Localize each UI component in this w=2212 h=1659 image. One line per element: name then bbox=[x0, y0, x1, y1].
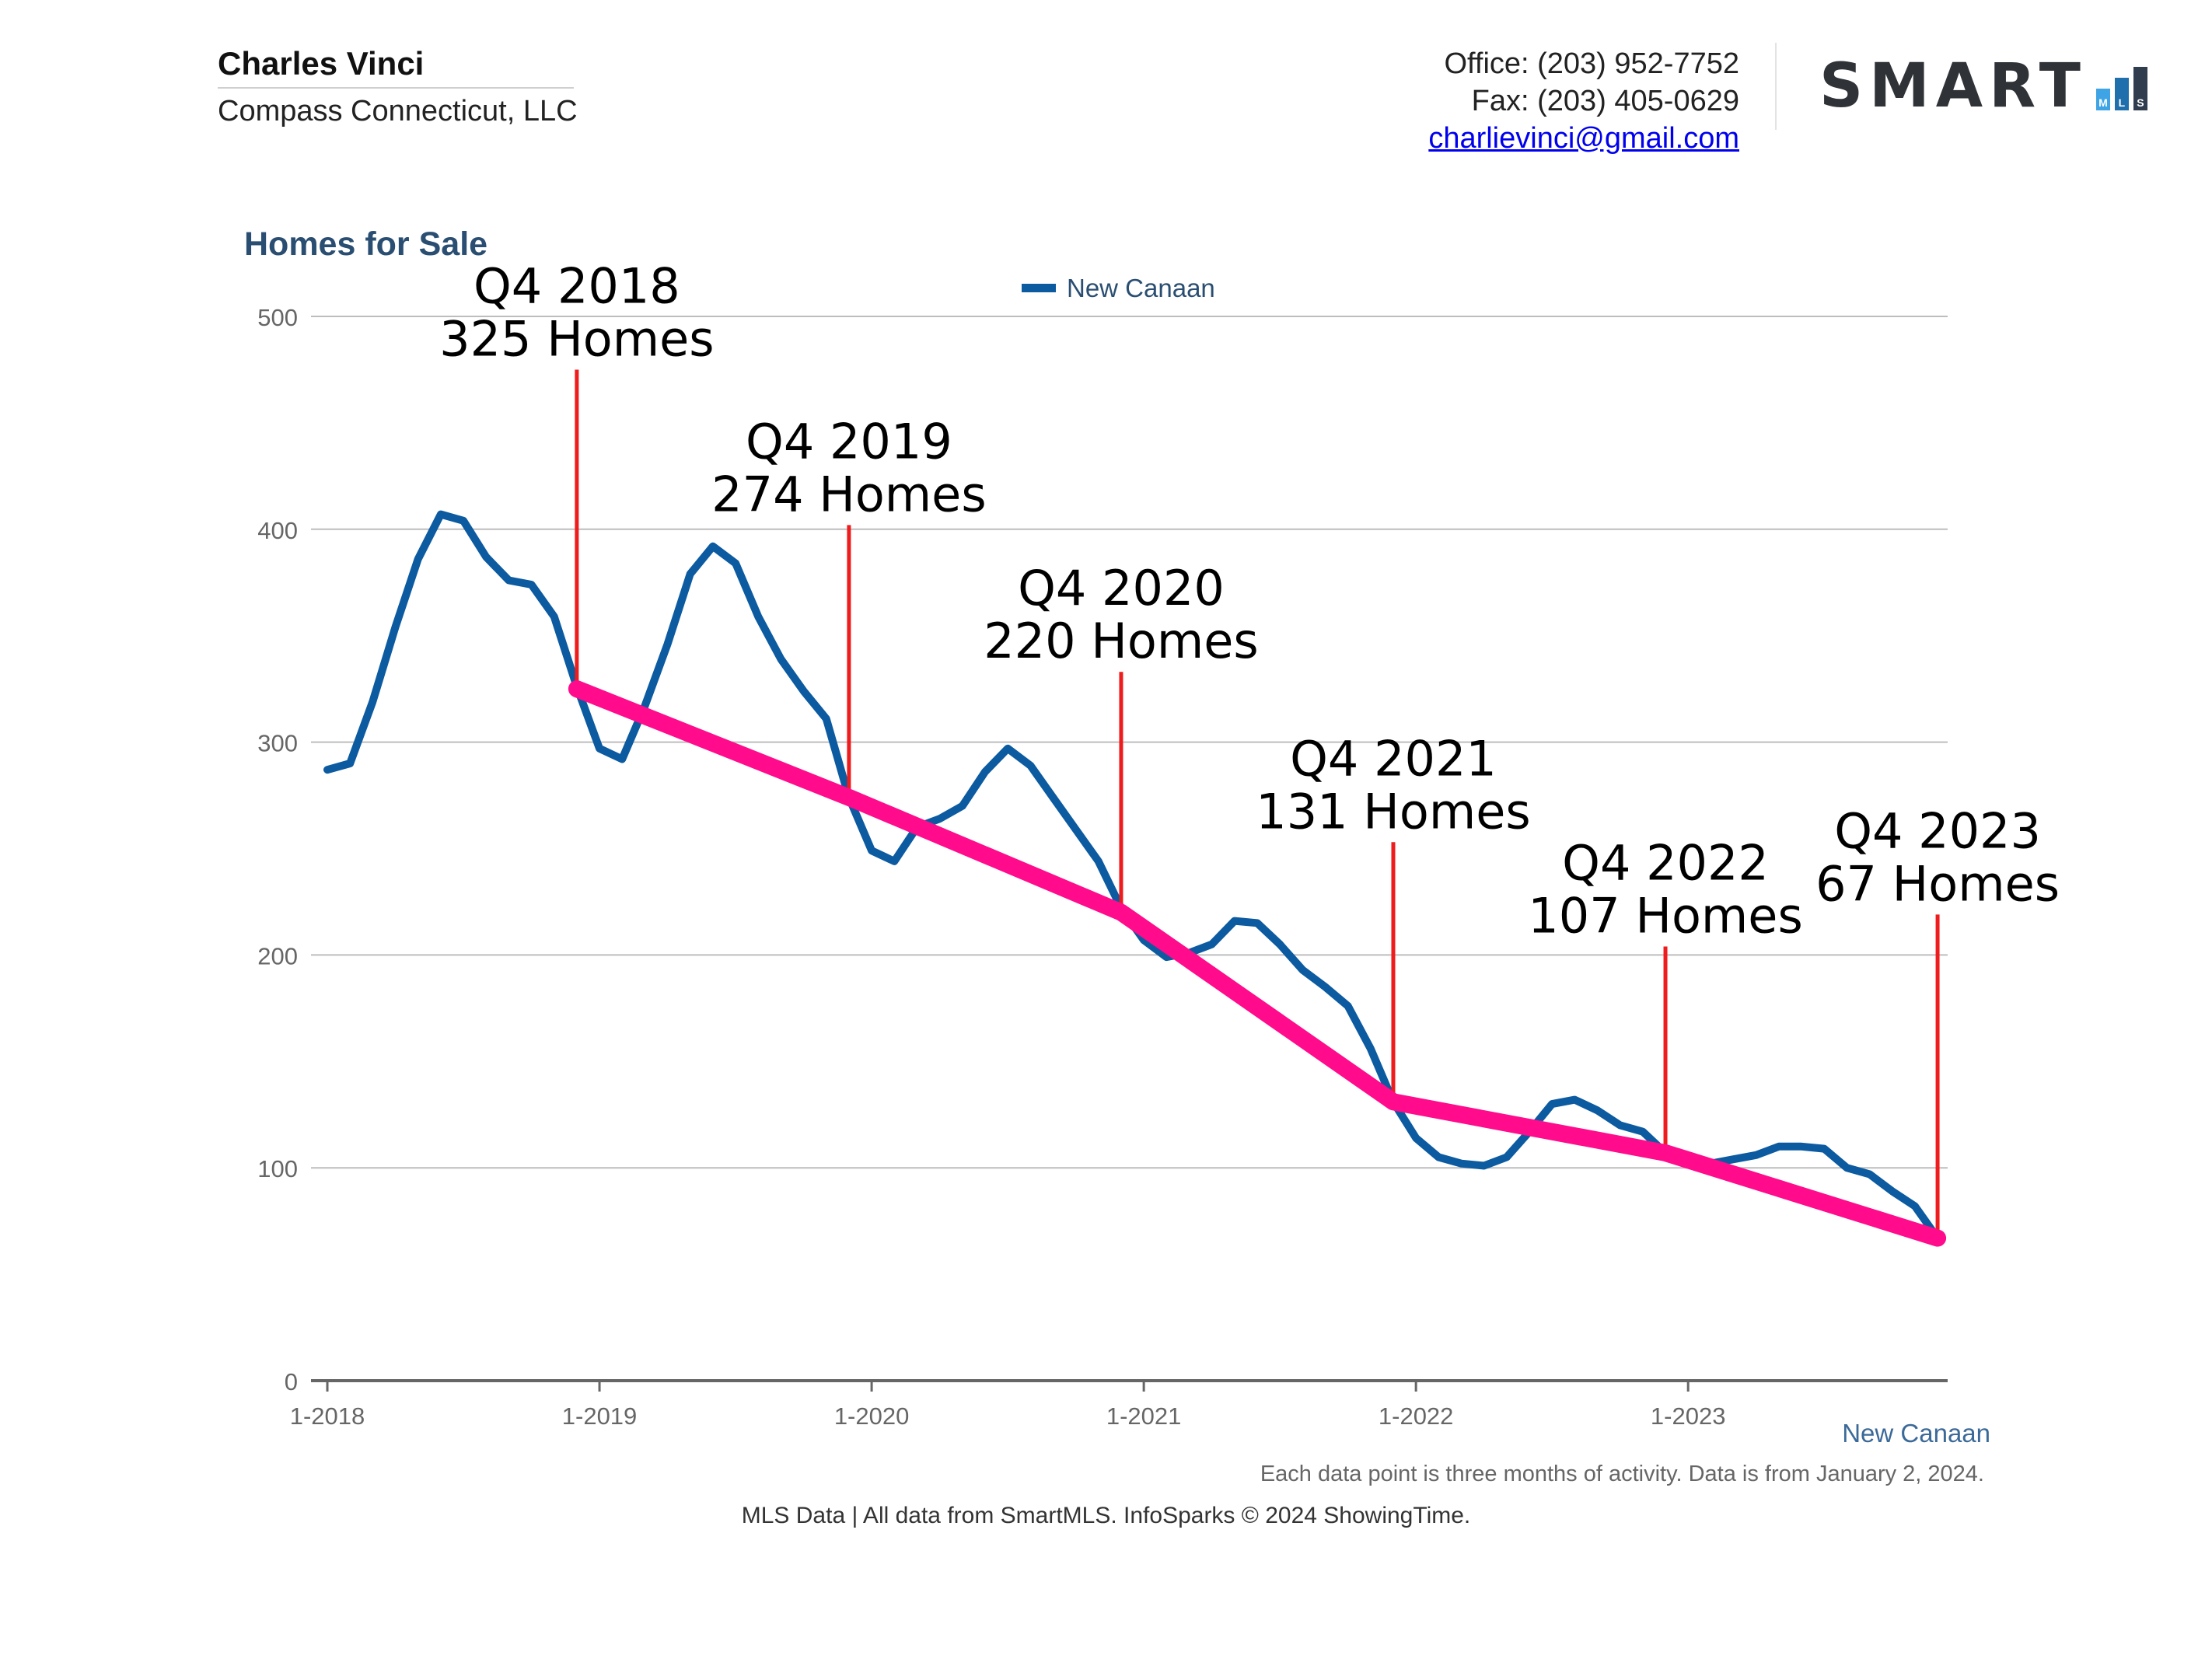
y-tick-label-200: 200 bbox=[257, 942, 298, 969]
annotation-quarter-q4-2021: Q4 2021 bbox=[1290, 730, 1497, 787]
annotation-homes-q4-2020: 220 Homes bbox=[984, 613, 1258, 669]
y-tick-label-100: 100 bbox=[257, 1155, 298, 1182]
smartmls-logo: SMART M L S bbox=[1819, 47, 2147, 117]
legend-swatch-new-canaan bbox=[1022, 284, 1056, 292]
footer-source: MLS Data | All data from SmartMLS. InfoS… bbox=[741, 1503, 1471, 1528]
x-tick-label-1-2018: 1-2018 bbox=[290, 1402, 365, 1430]
logo-bar-s: S bbox=[2133, 67, 2147, 110]
annotation-homes-q4-2021: 131 Homes bbox=[1256, 783, 1530, 840]
header-divider bbox=[1775, 43, 1777, 130]
annotation-homes-q4-2023: 67 Homes bbox=[1815, 855, 2060, 912]
annotation-quarter-q4-2018: Q4 2018 bbox=[474, 257, 680, 314]
fax-number: Fax: (203) 405-0629 bbox=[1471, 85, 1739, 117]
annotation-homes-q4-2022: 107 Homes bbox=[1528, 887, 1802, 944]
series-footer-label: New Canaan bbox=[1842, 1419, 1990, 1448]
chart-title: Homes for Sale bbox=[244, 225, 488, 263]
footer-note: Each data point is three months of activ… bbox=[1260, 1462, 1984, 1486]
trend-line bbox=[568, 680, 1947, 1247]
logo-bar-l: L bbox=[2114, 78, 2129, 110]
logo-bar-m: M bbox=[2095, 89, 2110, 110]
y-tick-label-500: 500 bbox=[257, 304, 298, 331]
annotation-quarter-q4-2019: Q4 2019 bbox=[746, 413, 952, 470]
logo-bars: M L S bbox=[2091, 67, 2147, 110]
annotation-quarter-q4-2023: Q4 2023 bbox=[1834, 802, 2041, 859]
contact-block: Office: (203) 952-7752 Fax: (203) 405-06… bbox=[1428, 45, 1739, 157]
x-tick-label-1-2023: 1-2023 bbox=[1651, 1402, 1726, 1430]
agent-divider bbox=[218, 87, 574, 89]
legend-label-new-canaan: New Canaan bbox=[1067, 274, 1215, 302]
logo-text: SMART bbox=[1819, 51, 2087, 121]
y-tick-label-300: 300 bbox=[257, 730, 298, 757]
annotation-quarter-q4-2022: Q4 2022 bbox=[1562, 834, 1769, 891]
annotation-homes-q4-2019: 274 Homes bbox=[711, 466, 986, 522]
x-tick-label-1-2019: 1-2019 bbox=[562, 1402, 638, 1430]
x-tick-label-1-2022: 1-2022 bbox=[1379, 1402, 1454, 1430]
annotation-homes-q4-2018: 325 Homes bbox=[439, 310, 714, 367]
x-tick-label-1-2021: 1-2021 bbox=[1106, 1402, 1182, 1430]
office-phone: Office: (203) 952-7752 bbox=[1444, 47, 1739, 80]
y-tick-label-0: 0 bbox=[285, 1368, 298, 1395]
email-link[interactable]: charlievinci@gmail.com bbox=[1428, 122, 1739, 155]
agent-company: Compass Connecticut, LLC bbox=[218, 95, 578, 127]
y-tick-label-400: 400 bbox=[257, 517, 298, 544]
agent-name: Charles Vinci bbox=[218, 45, 425, 82]
x-tick-label-1-2020: 1-2020 bbox=[834, 1402, 910, 1430]
annotation-quarter-q4-2020: Q4 2020 bbox=[1018, 560, 1225, 616]
